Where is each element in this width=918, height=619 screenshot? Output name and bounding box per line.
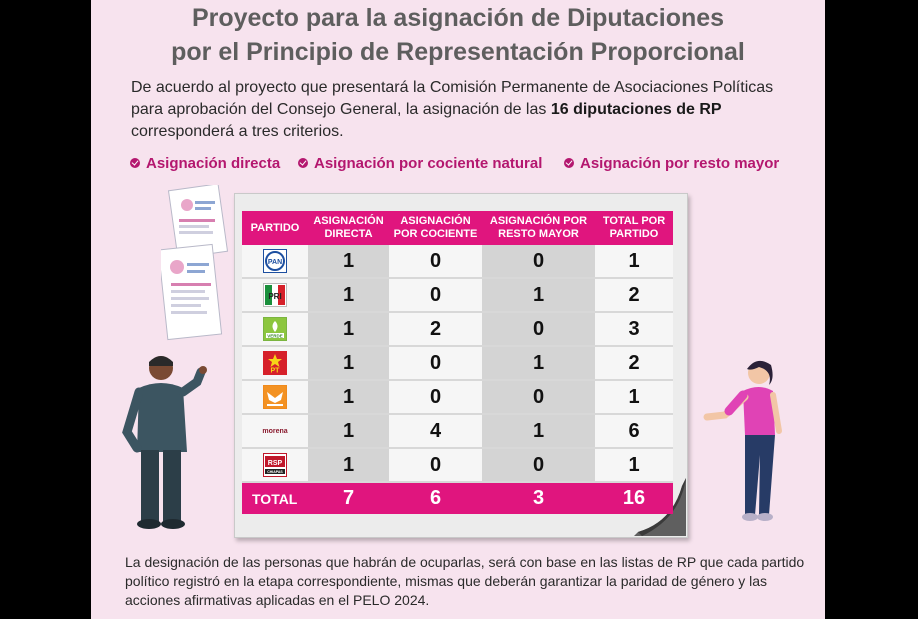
svg-text:morena: morena (262, 428, 287, 435)
cociente-cell: 0 (389, 380, 482, 415)
criterion-directa: Asignación directa (130, 153, 280, 173)
grand-total-cell: 16 (595, 482, 673, 514)
cociente-cell: 0 (389, 346, 482, 381)
total-cell: 2 (595, 346, 673, 381)
directa-cell: 1 (308, 346, 389, 381)
svg-text:PT: PT (271, 368, 281, 375)
intro-highlight: 16 diputaciones de RP (550, 101, 722, 118)
resto-cell: 0 (482, 380, 595, 415)
resto-cell: 1 (482, 278, 595, 313)
table-row: VERDE 1 2 0 3 (242, 312, 673, 347)
total-cell: 2 (595, 278, 673, 313)
totals-label: TOTAL (242, 482, 308, 514)
total-cociente-cell: 6 (389, 482, 482, 514)
table-header-row: PARTIDO ASIGNACIÓN DIRECTA ASIGNACIÓN PO… (242, 211, 673, 245)
cociente-cell: 2 (389, 312, 482, 347)
resto-cell: 0 (482, 245, 595, 279)
totals-row: TOTAL 7 6 3 16 (242, 482, 673, 514)
criterion-label: Asignación directa (146, 154, 281, 172)
directa-cell: 1 (308, 380, 389, 415)
directa-cell: 1 (308, 312, 389, 347)
total-cell: 1 (595, 448, 673, 483)
total-directa-cell: 7 (308, 482, 389, 514)
check-icon (298, 158, 308, 168)
svg-text:PRI: PRI (268, 292, 281, 301)
header-resto: ASIGNACIÓN POR RESTO MAYOR (482, 211, 595, 245)
criterion-label: Asignación por resto mayor (580, 154, 780, 172)
footer-note: La designación de las personas que habrá… (125, 554, 805, 608)
infographic-panel: Proyecto para la asignación de Diputacio… (91, 0, 825, 619)
pri-logo-icon: PRI (263, 283, 287, 307)
total-cell: 3 (595, 312, 673, 347)
party-cell: morena (242, 414, 308, 449)
cociente-cell: 0 (389, 448, 482, 483)
party-cell: VERDE (242, 312, 308, 347)
cociente-cell: 0 (389, 245, 482, 279)
header-total: TOTAL POR PARTIDO (595, 211, 673, 245)
resto-cell: 0 (482, 312, 595, 347)
check-icon (564, 158, 574, 168)
directa-cell: 1 (308, 278, 389, 313)
svg-text:VERDE: VERDE (267, 334, 283, 339)
page-title-line2: por el Principio de Representación Propo… (171, 38, 745, 66)
intro-text-before: De acuerdo al proyecto que presentará la… (131, 79, 774, 118)
morena-logo-icon: morena (260, 419, 290, 443)
party-cell: PT (242, 346, 308, 381)
page-title-line1: Proyecto para la asignación de Diputacio… (191, 4, 725, 32)
directa-cell: 1 (308, 448, 389, 483)
resto-cell: 0 (482, 448, 595, 483)
total-cell: 6 (595, 414, 673, 449)
directa-cell: 1 (308, 414, 389, 449)
header-cociente: ASIGNACIÓN POR COCIENTE (389, 211, 482, 245)
page-curl-decoration (634, 478, 686, 536)
cociente-cell: 4 (389, 414, 482, 449)
total-cell: 1 (595, 380, 673, 415)
woman-presenting-illustration (703, 360, 782, 521)
header-partido: PARTIDO (242, 211, 308, 245)
resto-cell: 1 (482, 414, 595, 449)
table-row: PT 1 0 1 2 (242, 346, 673, 381)
header-directa: ASIGNACIÓN DIRECTA (308, 211, 389, 245)
svg-text:PAN: PAN (268, 259, 282, 266)
intro-paragraph: De acuerdo al proyecto que presentará la… (131, 77, 801, 143)
criterion-label: Asignación por cociente natural (314, 154, 543, 172)
man-pointing-illustration (122, 356, 207, 529)
table-row: morena 1 4 1 6 (242, 414, 673, 449)
pt-logo-icon: PT (263, 351, 287, 375)
pan-logo-icon: PAN (263, 249, 287, 273)
criterion-resto: Asignación por resto mayor (564, 153, 779, 173)
verde-logo-icon: VERDE (263, 317, 287, 341)
resto-cell: 1 (482, 346, 595, 381)
cociente-cell: 0 (389, 278, 482, 313)
resume-documents-illustration (161, 185, 229, 341)
rp-assignment-table: PARTIDO ASIGNACIÓN DIRECTA ASIGNACIÓN PO… (242, 211, 673, 514)
directa-cell: 1 (308, 245, 389, 279)
svg-text:CHIAPAS: CHIAPAS (267, 470, 283, 474)
mc-logo-icon (263, 385, 287, 409)
table-row: PAN 1 0 0 1 (242, 245, 673, 279)
check-icon (130, 158, 140, 168)
intro-text-after: corresponderá a tres criterios. (131, 123, 344, 140)
table-row: RSP CHIAPAS 1 0 0 1 (242, 448, 673, 483)
rsp-logo-icon: RSP CHIAPAS (263, 453, 287, 477)
party-cell: PRI (242, 278, 308, 313)
svg-text:RSP: RSP (268, 460, 283, 467)
party-cell: PAN (242, 245, 308, 279)
total-resto-cell: 3 (482, 482, 595, 514)
party-cell: RSP CHIAPAS (242, 448, 308, 483)
table-row: PRI 1 0 1 2 (242, 278, 673, 313)
table-row: 1 0 0 1 (242, 380, 673, 415)
criterion-cociente: Asignación por cociente natural (298, 153, 542, 173)
party-cell (242, 380, 308, 415)
total-cell: 1 (595, 245, 673, 279)
